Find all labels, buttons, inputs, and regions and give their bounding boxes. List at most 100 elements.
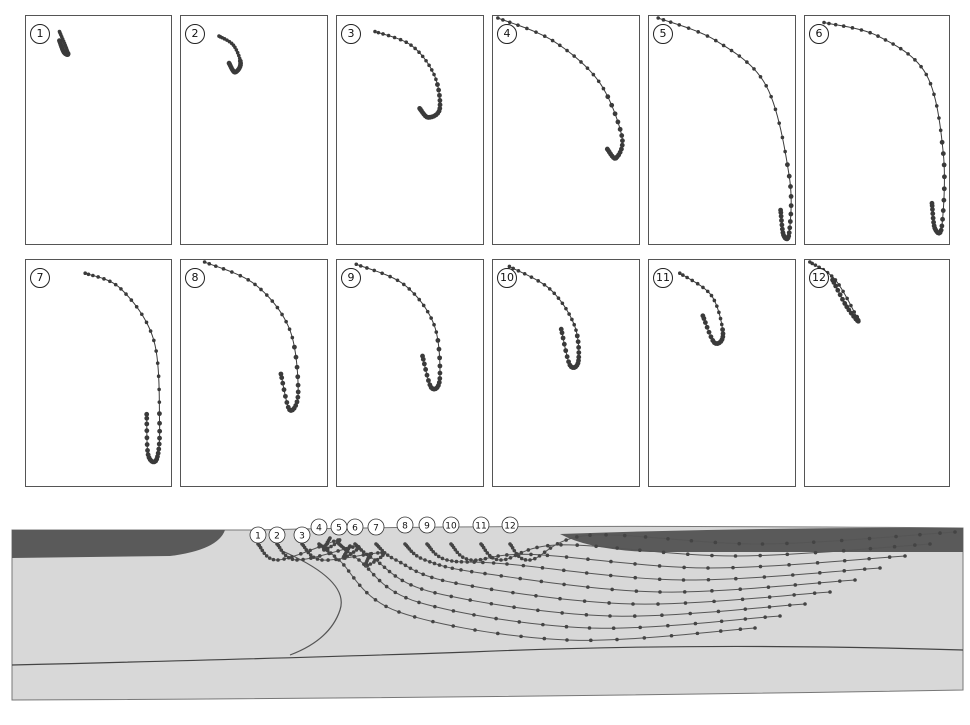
section-trajectory-dot (276, 558, 280, 562)
section-trajectory-dot (417, 600, 421, 605)
trajectory-dot (919, 64, 923, 69)
section-trajectory-dot (688, 611, 693, 616)
section-trajectory-dot (867, 556, 871, 561)
trajectory-dot (516, 269, 521, 273)
trajectory-dot (144, 442, 150, 447)
section-trajectory-dot (470, 584, 475, 588)
trajectory-dot (942, 174, 947, 180)
section-trajectory-dot (561, 568, 566, 573)
section-trajectory-dot (432, 561, 437, 566)
section-trajectory-dot (483, 571, 487, 576)
trajectory-dot (714, 38, 718, 43)
stage-label-text: 12 (504, 522, 515, 532)
stage-label: 3 (293, 526, 311, 544)
section-trajectory-dot (478, 557, 483, 562)
trajectory-dot (365, 266, 369, 270)
trajectory-dot (891, 42, 895, 46)
section-trajectory-dot (559, 543, 563, 547)
trajectory-dot (702, 320, 708, 325)
trajectory-dot (678, 271, 682, 275)
trajectory-dot (706, 329, 712, 335)
section-trajectory-dot (894, 534, 898, 539)
section-trajectory-dot (423, 558, 427, 562)
section-trajectory-dot (508, 555, 513, 560)
trajectory-dot (906, 52, 910, 56)
section-trajectory-dot (712, 599, 716, 604)
trajectory-dot (615, 119, 621, 125)
section-trajectory-dot (494, 557, 499, 562)
section-trajectory-dot (564, 624, 569, 629)
trajectory-dot (710, 338, 716, 343)
trajectory-dot (721, 43, 726, 48)
section-trajectory-dot (762, 575, 767, 579)
trajectory-dot (619, 133, 625, 138)
section-trajectory-dot (812, 591, 817, 595)
trajectory-dot (284, 319, 288, 324)
trajectory-dot (780, 230, 786, 236)
trajectory-dot (883, 38, 888, 42)
trajectory-dot (437, 97, 443, 103)
section-trajectory-dot (326, 558, 330, 562)
section-body (11, 525, 964, 701)
stage-label: 2 (268, 526, 286, 544)
section-trajectory-dot (449, 594, 454, 599)
trajectory-dot (930, 211, 936, 217)
section-trajectory-dot (308, 553, 313, 557)
trajectory-dot (421, 303, 426, 308)
section-trajectory-dot (541, 622, 545, 627)
trajectory-dot (842, 301, 848, 306)
section-trajectory-dot (455, 550, 460, 555)
trajectory-dot (845, 296, 849, 301)
section-trajectory-dot (404, 595, 408, 600)
section-trajectory-dot (743, 607, 748, 611)
section-trajectory-dot (529, 552, 533, 557)
trajectory-dot (778, 207, 783, 213)
section-trajectory-dot (788, 603, 792, 607)
section-trajectory-dot (785, 541, 789, 546)
trajectory-dot (620, 138, 625, 144)
trajectory-dot (86, 272, 91, 277)
section-trajectory-dot (658, 590, 662, 594)
snapshot-trajectory (217, 34, 243, 75)
section-trajectory-dot (555, 542, 560, 546)
snapshot-trajectory (656, 16, 794, 242)
snapshot-panel: 2 (180, 15, 328, 245)
stage-label-circle (442, 516, 460, 534)
trajectory-dot (898, 46, 903, 51)
trajectory-dot (709, 293, 714, 298)
section-trajectory-dot (632, 614, 637, 618)
section-trajectory-dot (350, 545, 355, 549)
snapshot-trajectory (57, 29, 71, 58)
section-trajectory-dot (710, 589, 714, 593)
section-trajectory-dot (505, 562, 509, 566)
section-trajectory-dot (264, 554, 269, 558)
trajectory-dot (849, 303, 853, 308)
trajectory-dot (144, 411, 150, 417)
trajectory-dot (424, 372, 430, 378)
snapshot-panel: 12 (804, 259, 950, 487)
section-trajectory-dot (377, 561, 382, 566)
section-trajectory-dot (615, 546, 619, 550)
section-trajectory-dot (657, 577, 662, 582)
trajectory-dot (398, 37, 403, 42)
section-trajectory-dot (364, 552, 369, 557)
trajectory-path (658, 17, 792, 240)
section-trajectory-dot (378, 555, 383, 560)
section-trajectory-dot (693, 621, 698, 626)
trajectory-dot (712, 298, 717, 303)
trajectory-dot (619, 142, 625, 148)
snapshot-panel: 10 (492, 259, 640, 487)
trajectory-dot (432, 72, 436, 77)
section-trajectory-dot (760, 542, 765, 546)
trajectory-dot (292, 344, 297, 350)
stage-label-circle (346, 518, 364, 536)
section-trajectory-dot (753, 626, 757, 630)
stage-label: 5 (330, 518, 348, 536)
section-trajectory-dot (433, 591, 437, 595)
section-trajectory-dot (351, 550, 356, 554)
trajectory-dot (108, 279, 112, 284)
trajectory-dot (764, 84, 768, 88)
section-trajectory-dot (534, 594, 538, 598)
section-trajectory-dot (421, 572, 425, 577)
section-trajectory-dot (389, 555, 394, 560)
